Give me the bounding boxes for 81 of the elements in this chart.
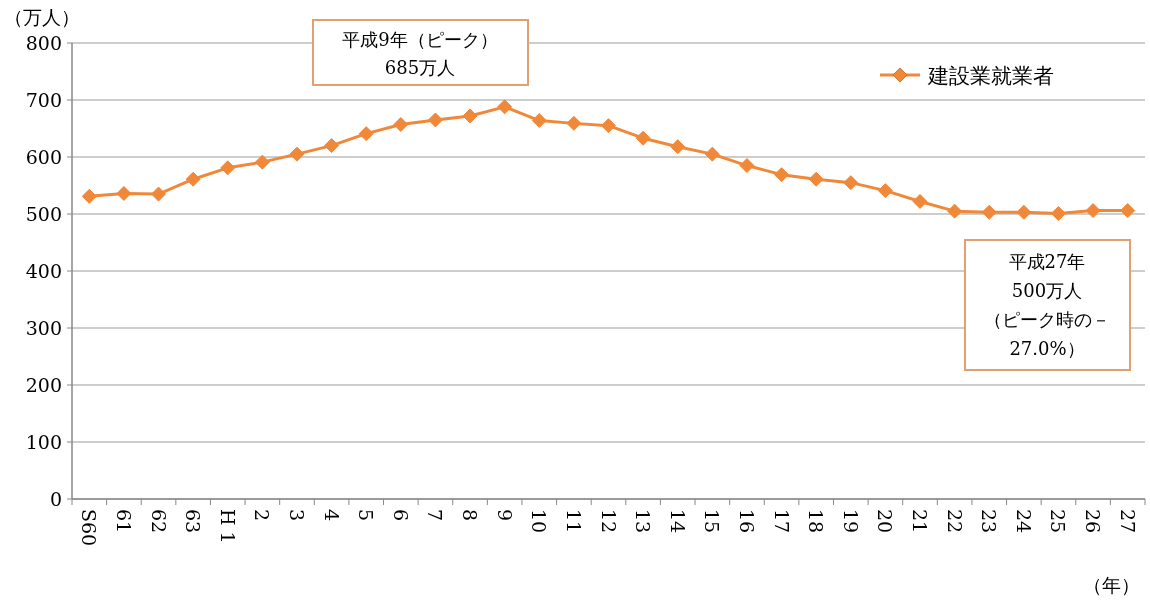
point xyxy=(1050,205,1066,221)
x-tick-label: S60 xyxy=(78,509,101,547)
x-tick-label: 21 xyxy=(909,509,932,534)
point xyxy=(81,188,97,204)
x-tick-label: 6 xyxy=(389,509,412,522)
point xyxy=(116,185,132,201)
point xyxy=(566,115,582,131)
y-axis-title: （万人） xyxy=(4,6,80,28)
point xyxy=(601,118,616,134)
x-tick-label: 10 xyxy=(528,509,551,534)
point xyxy=(739,158,755,174)
annotation: 平成27年 xyxy=(1008,251,1086,272)
x-axis-title: （年） xyxy=(1083,574,1140,596)
x-tick-label: 23 xyxy=(978,509,1001,534)
legend-label: 建設業就業者 xyxy=(927,64,1054,88)
x-tick-label: 8 xyxy=(459,509,482,522)
x-tick-label: 2 xyxy=(251,509,274,522)
point xyxy=(635,130,651,146)
x-tick-label: 22 xyxy=(943,509,966,534)
point xyxy=(877,183,893,199)
x-tick-label: 7 xyxy=(424,509,447,522)
x-tick-label: 62 xyxy=(147,509,170,534)
point xyxy=(1120,203,1136,219)
x-tick-label: 17 xyxy=(770,509,793,534)
y-tick-label: 400 xyxy=(25,260,62,282)
annotation: （ピーク時の－ xyxy=(984,309,1110,330)
x-tick-label: 13 xyxy=(632,509,655,534)
x-tick-label: 18 xyxy=(805,509,828,534)
x-tick-label: 12 xyxy=(597,509,620,534)
point xyxy=(497,99,513,115)
y-tick-label: 0 xyxy=(49,488,62,510)
point xyxy=(1085,203,1101,219)
x-tick-label: 15 xyxy=(701,509,724,534)
x-tick-label: H 1 xyxy=(216,509,239,544)
point xyxy=(843,175,859,191)
x-tick-label: 4 xyxy=(320,509,343,522)
point xyxy=(1016,204,1032,220)
x-tick-label: 9 xyxy=(493,509,516,522)
point xyxy=(912,193,928,209)
y-tick-label: 200 xyxy=(25,374,62,396)
x-tick-label: 20 xyxy=(874,509,897,534)
point xyxy=(358,126,374,142)
point xyxy=(774,167,790,183)
legend: 建設業就業者 xyxy=(880,64,1054,88)
point xyxy=(808,171,824,187)
point xyxy=(324,138,340,154)
point xyxy=(670,139,686,155)
y-tick-label: 300 xyxy=(25,317,62,339)
x-tick-label: 11 xyxy=(562,509,585,534)
y-tick-label: 700 xyxy=(25,89,62,111)
annotation: 685万人 xyxy=(384,57,456,78)
y-tick-label: 600 xyxy=(25,146,62,168)
x-tick-label: 25 xyxy=(1047,509,1070,534)
x-tick-label: 26 xyxy=(1082,509,1105,534)
point xyxy=(981,204,997,220)
point xyxy=(151,186,167,202)
x-tick-label: 63 xyxy=(182,509,205,534)
point xyxy=(254,154,270,170)
point xyxy=(427,112,443,128)
x-tick-label: 19 xyxy=(839,509,862,534)
x-tick-label: 16 xyxy=(735,509,758,534)
point xyxy=(289,146,305,162)
point xyxy=(393,117,409,133)
y-tick-label: 500 xyxy=(25,203,62,225)
point xyxy=(704,146,720,162)
x-tick-label: 5 xyxy=(355,509,378,522)
x-tick-label: 14 xyxy=(666,509,689,534)
point xyxy=(220,160,236,176)
x-tick-label: 61 xyxy=(112,509,135,534)
point xyxy=(462,108,478,124)
point xyxy=(185,171,201,187)
x-tick-label: 24 xyxy=(1012,509,1035,534)
x-tick-label: 3 xyxy=(285,509,308,522)
x-tick-label: 27 xyxy=(1116,509,1139,534)
y-tick-label: 100 xyxy=(25,431,62,453)
annotation: 27.0%） xyxy=(1009,338,1085,359)
annotation: 平成9年（ピーク） xyxy=(342,29,498,50)
point xyxy=(531,113,547,129)
point xyxy=(947,203,963,219)
annotation: 500万人 xyxy=(1011,280,1083,301)
y-tick-label: 800 xyxy=(25,32,62,54)
